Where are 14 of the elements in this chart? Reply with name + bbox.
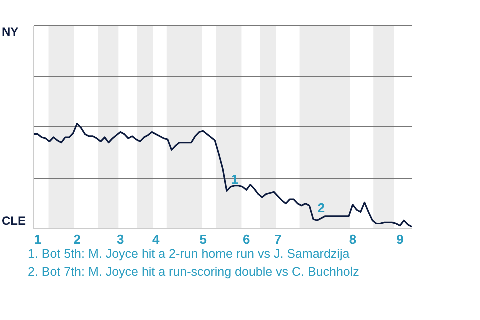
- x-tick-label: 3: [117, 232, 124, 247]
- x-tick-label: 2: [74, 232, 81, 247]
- x-tick-label: 7: [274, 232, 282, 247]
- x-tick-label: 5: [200, 232, 207, 247]
- text: 2. Bot 7th: M. Joyce hit a run-scoring double vs C. Buchholz: [28, 265, 360, 279]
- text: CLE: [2, 214, 26, 228]
- x-tick-label: 9: [396, 232, 404, 247]
- annotation: 2: [318, 200, 326, 216]
- x-tick-label: 8: [349, 232, 357, 247]
- text: 1. Bot 5th: M. Joyce hit a 2-run home run vs J. Samardzija: [28, 247, 350, 261]
- x-tick-label: 1: [34, 232, 42, 247]
- x-tick-label: 6: [243, 232, 250, 247]
- text: NY: [2, 25, 19, 39]
- x-tick-label: 4: [152, 232, 160, 247]
